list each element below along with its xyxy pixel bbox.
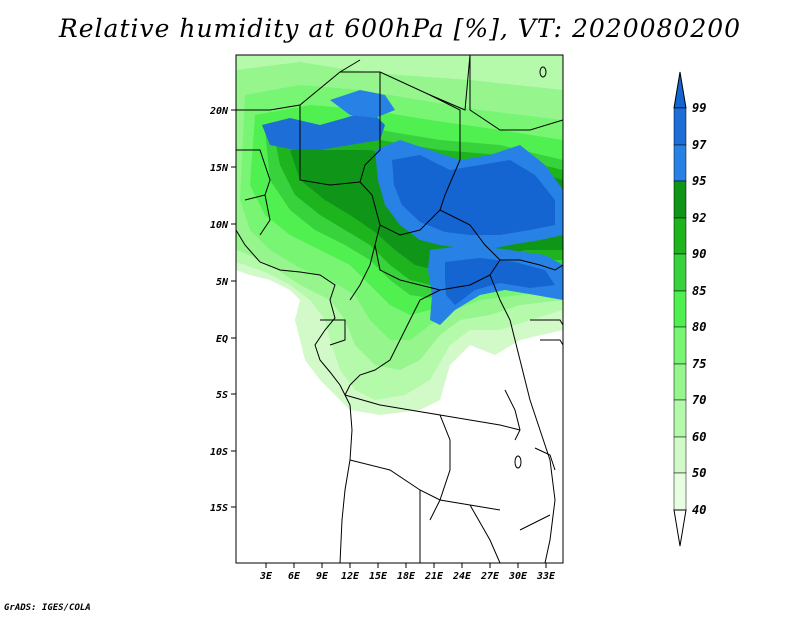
colorbar-label: 50	[692, 466, 706, 480]
lon-tick-label: 3E	[259, 571, 273, 582]
colorbar-label: 97	[692, 138, 707, 152]
humidity-field	[236, 55, 563, 415]
colorbar-segment	[673, 290, 687, 328]
colorbar-bottom-arrow	[673, 509, 687, 547]
country-borders	[236, 55, 563, 563]
lon-tick-label: 33E	[536, 571, 556, 582]
colorbar-label: 90	[692, 247, 706, 261]
grads-credit: GrADS: IGES/COLA	[4, 603, 91, 613]
colorbar-top-arrow	[673, 71, 687, 109]
lon-tick-label: 15E	[369, 571, 388, 582]
lat-tick-label: EQ	[216, 334, 228, 345]
lat-tick-label: 10N	[210, 220, 229, 231]
lon-axis: 3E 6E 9E 12E 15E 18E 21E 24E 27E 30E 33E	[259, 563, 556, 582]
lon-tick-label: 30E	[508, 571, 528, 582]
lon-tick-label: 6E	[288, 571, 301, 582]
lon-tick-label: 24E	[452, 571, 472, 582]
lon-tick-label: 12E	[341, 571, 360, 582]
colorbar-segment	[673, 472, 687, 511]
lat-tick-label: 20N	[209, 106, 229, 117]
colorbar-label: 75	[692, 357, 706, 371]
lat-axis: 20N 15N 10N 5N EQ 5S 10S 15S	[209, 106, 236, 514]
colorbar: 99 97 95 92 90 85 80 75 70 60 50 40	[673, 71, 707, 547]
lat-tick-label: 5S	[216, 390, 228, 401]
colorbar-segment	[673, 253, 687, 292]
colorbar-label: 92	[692, 211, 706, 225]
colorbar-label: 60	[692, 430, 706, 444]
colorbar-label: 85	[692, 284, 706, 298]
map-title: Relative humidity at 600hPa [%], VT: 202…	[58, 14, 742, 43]
lon-tick-label: 9E	[316, 571, 329, 582]
colorbar-segment	[673, 399, 687, 438]
lon-tick-label: 18E	[397, 571, 416, 582]
colorbar-segment	[673, 363, 687, 401]
colorbar-label: 70	[692, 393, 706, 407]
colorbar-segment	[673, 144, 687, 182]
colorbar-label: 80	[692, 320, 706, 334]
colorbar-segment	[673, 180, 687, 219]
colorbar-segment	[673, 436, 687, 474]
colorbar-segment	[673, 107, 687, 146]
plot-frame	[235, 54, 564, 564]
colorbar-label: 99	[692, 101, 706, 115]
lat-tick-label: 5N	[216, 277, 229, 288]
colorbar-label: 40	[692, 503, 706, 517]
colorbar-segment	[673, 217, 687, 255]
colorbar-segment	[673, 326, 687, 365]
lat-tick-label: 15N	[210, 163, 229, 174]
lon-tick-label: 21E	[424, 571, 444, 582]
lat-tick-label: 15S	[210, 503, 228, 514]
lon-tick-label: 27E	[480, 571, 500, 582]
lat-tick-label: 10S	[210, 447, 228, 458]
colorbar-label: 95	[692, 174, 706, 188]
